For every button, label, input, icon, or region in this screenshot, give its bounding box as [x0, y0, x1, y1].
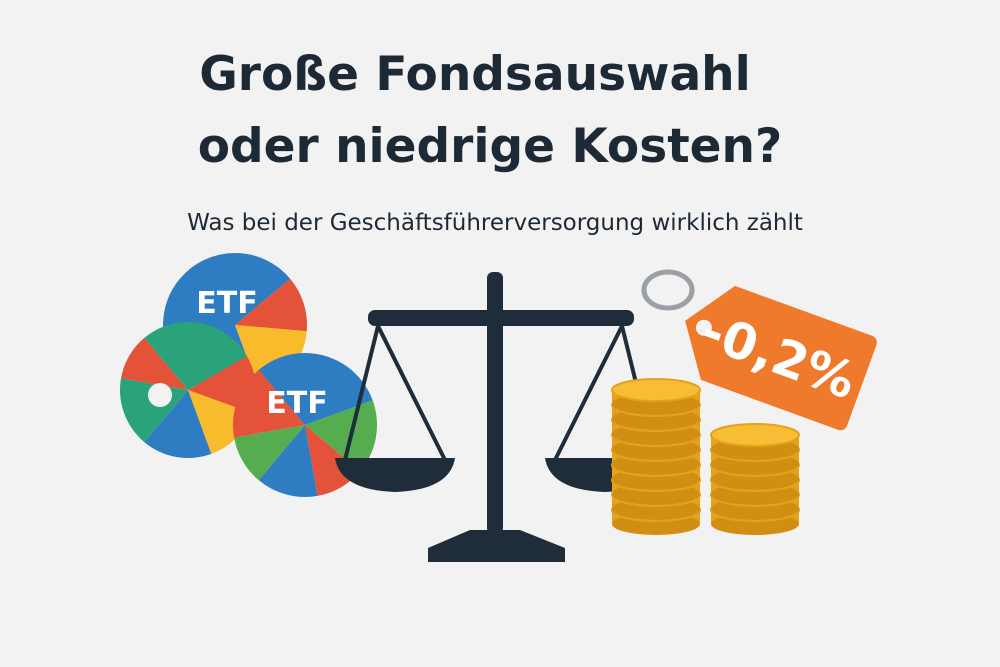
- pie-hole: [148, 383, 172, 407]
- tag-shape: [685, 285, 877, 431]
- pie-slice: [235, 253, 291, 325]
- tag-ring: [641, 269, 695, 311]
- scale-pole: [487, 272, 503, 534]
- tag-hole: [695, 319, 712, 336]
- coin-top: [710, 423, 800, 447]
- fund-pies: ETF ETF: [120, 253, 377, 497]
- coin-stacks: [611, 378, 800, 535]
- pie-slice: [258, 353, 305, 425]
- fund-label: ETF: [266, 386, 327, 421]
- pie-slice: [188, 322, 247, 390]
- pie-slice: [305, 400, 377, 472]
- pie-slice: [232, 369, 305, 438]
- subtitle: Was bei der Geschäftsführerversorgung wi…: [187, 210, 803, 236]
- pie-slice: [305, 353, 373, 425]
- pie-slice: [235, 278, 307, 332]
- pie-slice: [235, 325, 307, 393]
- scale-string: [376, 325, 447, 461]
- pie-slice: [234, 425, 305, 481]
- pie-slice: [258, 425, 318, 497]
- scale-beam: [368, 310, 634, 326]
- pie-slice: [121, 337, 188, 390]
- scale-string: [343, 325, 380, 461]
- coin-top: [611, 378, 701, 402]
- fund-label: ETF: [196, 286, 257, 321]
- pie-slice: [144, 322, 188, 390]
- scale-pan: [335, 458, 455, 492]
- title-line: Große Fondsauswahl: [199, 47, 751, 102]
- scale-base: [428, 530, 565, 562]
- title-line: oder niedrige Kosten?: [198, 119, 783, 174]
- pie-slice: [144, 390, 212, 459]
- scale-string: [553, 325, 624, 461]
